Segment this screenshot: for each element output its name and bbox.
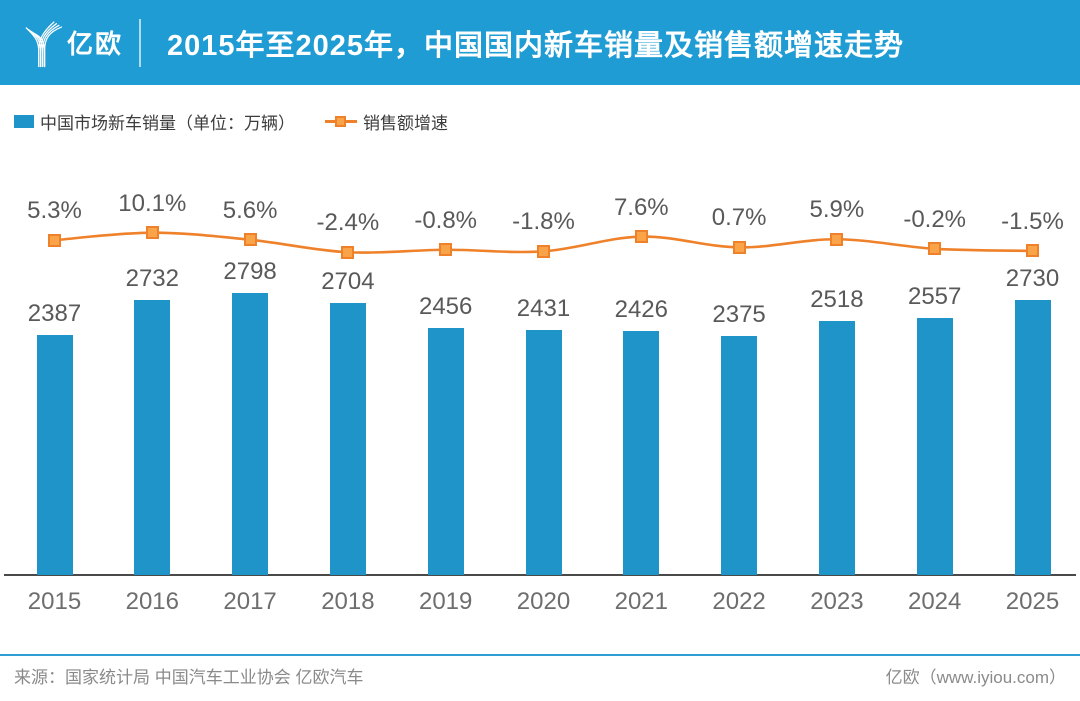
bar-2025 [1014, 300, 1051, 575]
x-axis-label: 2020 [516, 588, 571, 615]
page-title: 2015年至2025年，中国国内新车销量及销售额增速走势 [167, 29, 905, 62]
line-marker [928, 242, 942, 256]
growth-value-label: 7.6% [613, 193, 669, 221]
growth-value-label: -0.8% [414, 206, 478, 234]
legend-item-sales: 中国市场新车销量（单位：万辆） [14, 109, 295, 134]
growth-value-label: -1.8% [512, 208, 575, 236]
iyiou-logo-icon [25, 20, 63, 67]
growth-value-label: 5.3% [27, 197, 82, 225]
line-marker [537, 244, 550, 258]
bar-value-label: 2798 [223, 258, 277, 286]
bar-value-label: 2431 [516, 295, 571, 323]
legend-bar-label: 中国市场新车销量（单位：万辆） [40, 114, 295, 133]
bar-2024 [916, 317, 953, 575]
growth-value-label: 0.7% [711, 204, 767, 232]
bar-2022 [721, 335, 758, 575]
bar-2015 [36, 334, 73, 575]
legend-line-label: 销售额增速 [363, 114, 448, 133]
bar-2016 [134, 299, 171, 575]
bar-value-label: 2456 [418, 292, 473, 320]
header-bar: 亿欧 2015年至2025年，中国国内新车销量及销售额增速走势 [0, 0, 1080, 85]
growth-value-label: 10.1% [118, 189, 187, 217]
x-axis-label: 2017 [223, 588, 277, 615]
header-divider [139, 18, 142, 67]
x-axis-label: 2022 [712, 588, 766, 615]
line-marker [243, 233, 257, 247]
growth-value-label: -0.2% [903, 205, 967, 233]
growth-value-label: -2.4% [316, 209, 380, 237]
bar-value-label: 2557 [907, 282, 962, 310]
footer-bar: 来源：国家统计局 中国汽车工业协会 亿欧汽车 亿欧（www.iyiou.com） [14, 665, 1066, 691]
bar-value-label: 2730 [1005, 265, 1060, 293]
chart-legend: 中国市场新车销量（单位：万辆） 销售额增速 [14, 109, 448, 134]
bar-value-label: 2704 [321, 267, 375, 295]
line-marker [732, 240, 746, 254]
growth-value-label: 5.9% [809, 196, 865, 224]
line-marker [48, 233, 61, 247]
x-axis-label: 2021 [614, 588, 668, 615]
bar-2023 [818, 321, 855, 575]
brand-name: 亿欧 [67, 29, 124, 59]
footer-divider [0, 654, 1080, 656]
bar-2020 [525, 330, 562, 575]
bar-value-label: 2387 [27, 299, 82, 327]
line-swatch-icon [325, 116, 357, 127]
bar-2019 [427, 327, 464, 575]
line-marker [830, 232, 844, 246]
bar-swatch-icon [14, 115, 34, 128]
line-marker [341, 245, 355, 259]
legend-item-growth: 销售额增速 [325, 109, 448, 134]
growth-value-label: -1.5% [1001, 207, 1064, 235]
x-axis-label: 2024 [907, 588, 962, 615]
x-axis-label: 2015 [27, 588, 82, 615]
line-marker [439, 243, 453, 257]
bar-value-label: 2732 [125, 264, 179, 292]
line-marker [145, 226, 159, 240]
x-axis-label: 2025 [1005, 588, 1060, 615]
x-axis-label: 2023 [810, 588, 864, 615]
growth-value-label: 5.6% [222, 196, 278, 224]
line-marker [1026, 244, 1039, 258]
line-marker [634, 230, 648, 244]
site-credit: 亿欧（www.iyiou.com） [885, 668, 1066, 687]
x-axis-label: 2016 [125, 588, 179, 615]
bar-value-label: 2375 [712, 300, 766, 328]
source-text: 来源：国家统计局 中国汽车工业协会 亿欧汽车 [14, 668, 364, 687]
bar-value-label: 2426 [614, 295, 668, 323]
bar-2018 [329, 302, 366, 575]
bar-2021 [623, 330, 660, 575]
bar-2017 [232, 293, 269, 575]
bar-value-label: 2518 [810, 286, 864, 314]
x-axis-label: 2018 [321, 588, 375, 615]
x-axis-label: 2019 [418, 588, 473, 615]
